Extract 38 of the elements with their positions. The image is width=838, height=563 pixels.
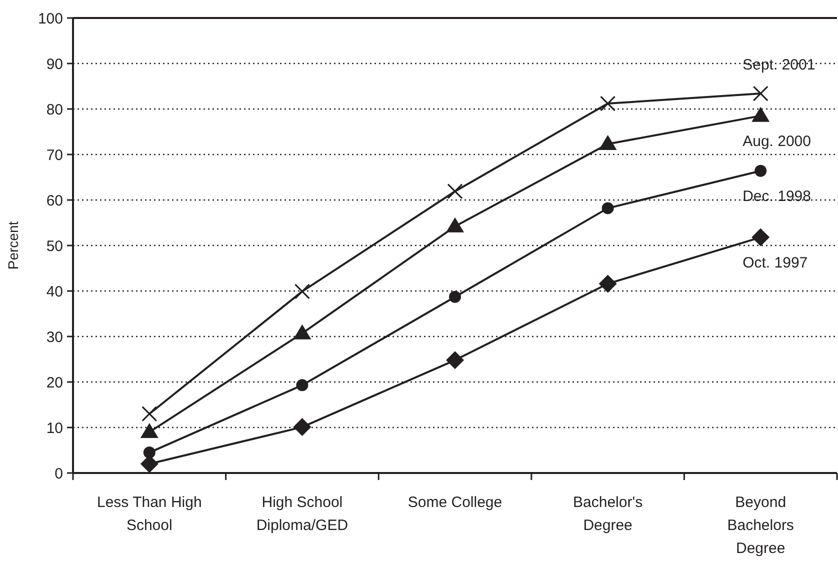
point	[447, 184, 463, 200]
point	[293, 324, 312, 340]
x-tick-label: Less Than High School	[97, 494, 202, 534]
y-tick-label: 70	[46, 146, 63, 164]
point	[602, 202, 614, 214]
point	[293, 418, 312, 436]
x-tick-label: Beyond Bachelors Degree	[727, 494, 794, 557]
y-tick-label: 30	[46, 328, 63, 346]
series-label: Sept. 2001	[742, 56, 816, 74]
x-tick-label: Bachelor's Degree	[573, 494, 643, 534]
y-tick-label: 50	[46, 238, 63, 255]
point	[598, 135, 617, 150]
point	[446, 217, 464, 232]
point	[446, 351, 464, 370]
x-tick-label: Some College	[408, 494, 502, 511]
point	[752, 86, 768, 102]
series-label: Oct. 1997	[742, 254, 808, 272]
y-axis-title: Percent	[5, 221, 21, 270]
point	[294, 284, 310, 300]
y-tick-label: 80	[46, 101, 63, 118]
x-tick-label: High School Diploma/GED	[256, 494, 348, 534]
point	[754, 164, 767, 177]
y-tick-label: 40	[46, 283, 63, 300]
point	[449, 290, 461, 303]
y-tick-label: 90	[46, 56, 63, 73]
point	[752, 106, 770, 122]
point	[296, 379, 308, 392]
y-tick-label: 100	[38, 10, 63, 28]
y-tick-label: 10	[46, 420, 63, 437]
y-tick-label: 0	[54, 465, 63, 482]
point	[752, 228, 770, 246]
y-tick-label: 20	[46, 374, 63, 392]
point	[140, 423, 158, 438]
series-label: Aug. 2000	[742, 132, 812, 150]
point	[598, 274, 617, 293]
y-tick-label: 60	[46, 192, 63, 210]
point	[600, 96, 616, 112]
point	[142, 406, 158, 422]
